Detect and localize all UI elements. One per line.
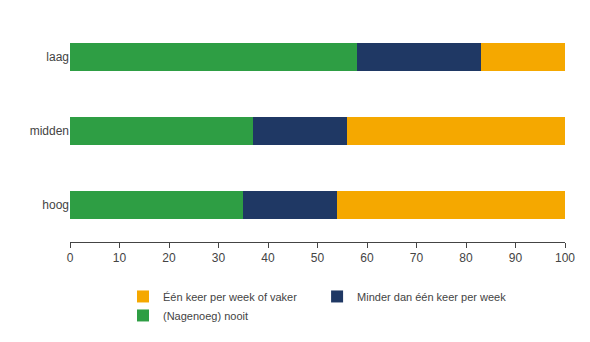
svg-text:70: 70 [410, 251, 424, 265]
svg-text:hoog: hoog [42, 198, 69, 212]
svg-text:midden: midden [30, 124, 69, 138]
svg-text:0: 0 [67, 251, 74, 265]
svg-text:40: 40 [261, 251, 275, 265]
svg-text:60: 60 [360, 251, 374, 265]
svg-text:50: 50 [311, 251, 325, 265]
svg-text:Minder dan één keer per week: Minder dan één keer per week [357, 291, 506, 303]
svg-text:100: 100 [555, 251, 575, 265]
svg-text:30: 30 [212, 251, 226, 265]
svg-text:90: 90 [509, 251, 523, 265]
svg-text:(Nagenoeg) nooit: (Nagenoeg) nooit [163, 310, 248, 322]
svg-text:20: 20 [162, 251, 176, 265]
svg-text:laag: laag [46, 50, 69, 64]
svg-text:80: 80 [459, 251, 473, 265]
svg-text:10: 10 [113, 251, 127, 265]
svg-text:Één keer per week of vaker: Één keer per week of vaker [163, 291, 297, 303]
